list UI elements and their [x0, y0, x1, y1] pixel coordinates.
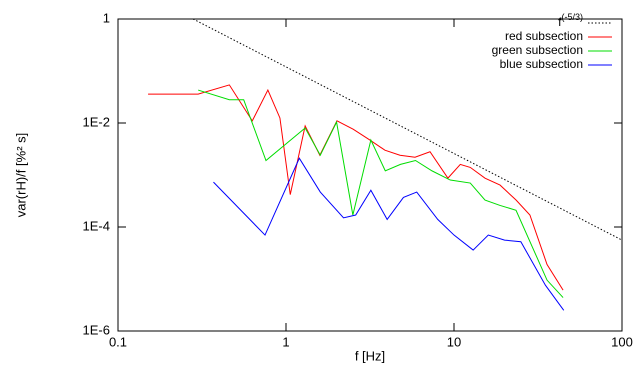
y-tick-label: 1E-4 [83, 218, 110, 233]
y-tick-label: 1 [103, 10, 110, 25]
legend-text: f [558, 15, 562, 29]
x-tick-label: 1 [282, 334, 289, 349]
series-line [213, 157, 565, 311]
legend-label: f(-5/3) [558, 12, 583, 29]
series-line [198, 89, 564, 298]
x-tick-label: 10 [447, 334, 461, 349]
legend-text: green subsection [492, 43, 583, 57]
y-axis-label: var(rH)/f [%² s] [13, 133, 28, 218]
legend-superscript: (-5/3) [561, 12, 583, 22]
legend-label: blue subsection [500, 57, 583, 71]
series-line [148, 84, 564, 291]
x-tick-label: 100 [611, 334, 633, 349]
legend-label: red subsection [505, 29, 583, 43]
x-axis-label: f [Hz] [355, 348, 385, 363]
x-tick-label: 0.1 [109, 334, 127, 349]
legend-label: green subsection [492, 43, 583, 57]
legend-text: blue subsection [500, 57, 583, 71]
legend-text: red subsection [505, 29, 583, 43]
y-tick-label: 1E-2 [83, 114, 110, 129]
y-tick-label: 1E-6 [83, 322, 110, 337]
plot-frame [117, 18, 623, 332]
